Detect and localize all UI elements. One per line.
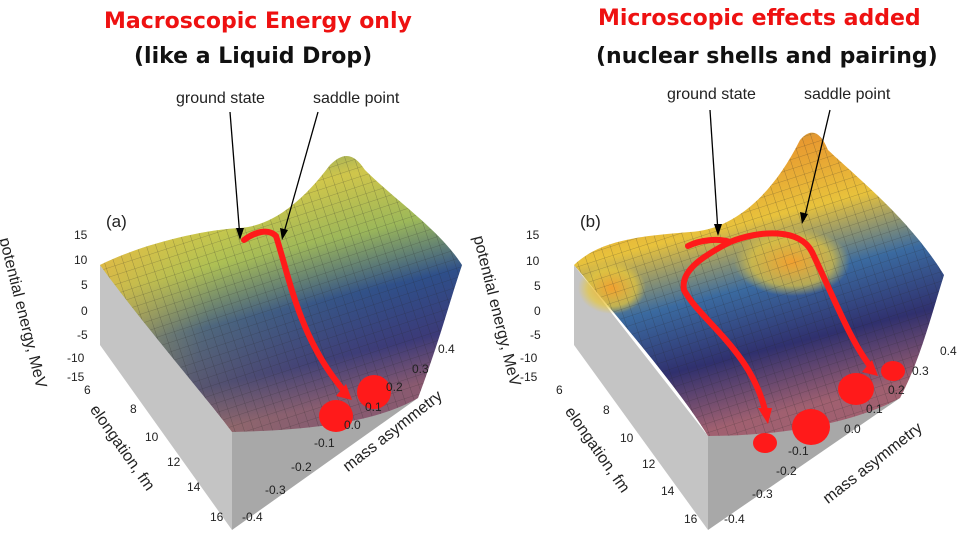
right-saddle-point-label: saddle point	[804, 86, 891, 103]
left-y-tick: 8	[130, 402, 137, 416]
left-y-tick: 10	[145, 430, 159, 444]
right-y-tick: 12	[642, 457, 656, 471]
right-y-tick: 10	[620, 431, 634, 445]
left-ground-state-label: ground state	[176, 90, 265, 107]
left-saddle-point-pointer	[282, 111, 319, 237]
right-z-tick: 10	[526, 254, 540, 268]
right-x-tick: 0.0	[844, 422, 861, 436]
left-z-tick: 5	[81, 278, 88, 292]
left-saddle-point-label: saddle point	[313, 90, 400, 107]
left-fragment-2	[357, 375, 391, 409]
right-z-tick: -10	[520, 351, 538, 365]
right-ground-state-label: ground state	[667, 86, 756, 103]
left-z-tick: 15	[74, 228, 88, 242]
left-z-tick: 10	[74, 253, 88, 267]
left-ground-state-pointer	[229, 111, 241, 239]
right-y-tick: 16	[684, 512, 698, 526]
right-x-tick: -0.1	[788, 444, 809, 458]
right-fragment-1	[753, 433, 777, 453]
right-ground-state-pointer	[709, 109, 719, 233]
right-y-tick: 8	[603, 403, 610, 417]
right-z-tick: 15	[526, 228, 540, 242]
left-x-tick: 0.4	[438, 342, 455, 356]
left-x-tick: -0.1	[314, 436, 335, 450]
right-y-tick: 14	[661, 484, 675, 498]
right-surface-mesh	[574, 132, 944, 436]
left-y-tick: 14	[187, 480, 201, 494]
left-panel-tag: (a)	[106, 212, 127, 231]
right-x-tick: 0.2	[888, 383, 905, 397]
right-fragment-2	[792, 409, 830, 445]
right-x-tick: 0.1	[866, 402, 883, 416]
right-fission-path-asymmetric	[685, 230, 873, 369]
right-x-tick: 0.3	[912, 364, 929, 378]
left-base-wall-left	[100, 265, 232, 530]
right-x-tick: -0.4	[724, 512, 745, 526]
left-x-tick: 0.1	[365, 400, 382, 414]
left-z-tick: -5	[77, 328, 88, 342]
left-x-tick: -0.3	[265, 483, 286, 497]
right-z-tick: 5	[534, 279, 541, 293]
left-x-tick: 0.2	[386, 380, 403, 394]
left-z-tick: -15	[67, 370, 85, 384]
left-title-black: (like a Liquid Drop)	[134, 44, 373, 69]
left-x-tick: 0.0	[344, 418, 361, 432]
right-z-tick: -15	[520, 370, 538, 384]
right-x-tick: -0.3	[752, 487, 773, 501]
right-fission-path-symmetric	[680, 239, 768, 413]
right-z-tick: -5	[530, 328, 541, 342]
right-fragment-3	[838, 373, 874, 405]
left-y-tick: 16	[210, 510, 224, 524]
left-z-tick: 0	[81, 304, 88, 318]
right-panel-tag: (b)	[580, 212, 601, 231]
left-x-tick: 0.3	[412, 362, 429, 376]
left-fragment-1	[319, 400, 353, 432]
left-title-red: Macroscopic Energy only	[104, 9, 412, 34]
left-y-tick: 6	[84, 383, 91, 397]
right-title-black: (nuclear shells and pairing)	[596, 44, 938, 69]
left-z-tick: -10	[67, 351, 85, 365]
right-saddle-point-pointer	[803, 109, 831, 221]
right-plot	[574, 109, 944, 530]
right-fragment-4	[881, 361, 905, 381]
left-x-tick: -0.4	[242, 510, 263, 524]
left-surface-mesh	[100, 155, 462, 432]
left-fission-arrowhead	[336, 384, 352, 400]
right-y-tick: 6	[556, 383, 563, 397]
left-x-tick: -0.2	[291, 460, 312, 474]
left-fission-path	[241, 228, 348, 395]
right-title-red: Microscopic effects added	[598, 6, 921, 31]
right-x-tick: -0.2	[776, 464, 797, 478]
right-z-tick: 0	[534, 304, 541, 318]
right-base-wall-left	[574, 265, 708, 530]
right-x-tick: 0.4	[940, 344, 957, 358]
left-plot	[100, 111, 462, 530]
left-y-tick: 12	[167, 455, 181, 469]
